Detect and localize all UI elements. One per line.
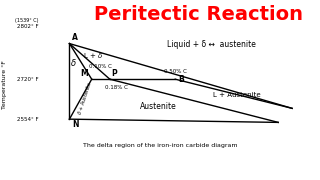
Text: Peritectic Reaction: Peritectic Reaction [94, 5, 303, 24]
Text: 2720° F: 2720° F [17, 77, 38, 82]
Text: 0.50% C: 0.50% C [164, 69, 187, 74]
Text: Liquid + δ ↔  austenite: Liquid + δ ↔ austenite [167, 40, 256, 49]
Text: M: M [80, 69, 88, 78]
Text: L + $\delta$: L + $\delta$ [83, 51, 103, 60]
Text: B: B [178, 75, 184, 84]
Text: (1539° C): (1539° C) [15, 18, 38, 23]
Text: N: N [72, 120, 79, 129]
Text: 0.18% C: 0.18% C [105, 85, 128, 90]
Text: Modi Mechanical Engineering Tutorials: Modi Mechanical Engineering Tutorials [61, 164, 259, 173]
Text: The delta region of the iron-iron carbide diagram: The delta region of the iron-iron carbid… [83, 143, 237, 148]
Text: 2554° F: 2554° F [17, 117, 38, 122]
Text: P: P [111, 69, 117, 78]
Text: Temperature °F: Temperature °F [2, 60, 7, 109]
Text: A: A [72, 33, 78, 42]
Text: $\delta$: $\delta$ [70, 57, 77, 69]
Text: 2802° F: 2802° F [17, 24, 38, 29]
Text: $\delta$ + Austenite: $\delta$ + Austenite [76, 80, 94, 116]
Text: 0.10% C: 0.10% C [89, 64, 111, 69]
Text: Austenite: Austenite [140, 102, 177, 111]
Text: L + Austenite: L + Austenite [213, 92, 260, 98]
